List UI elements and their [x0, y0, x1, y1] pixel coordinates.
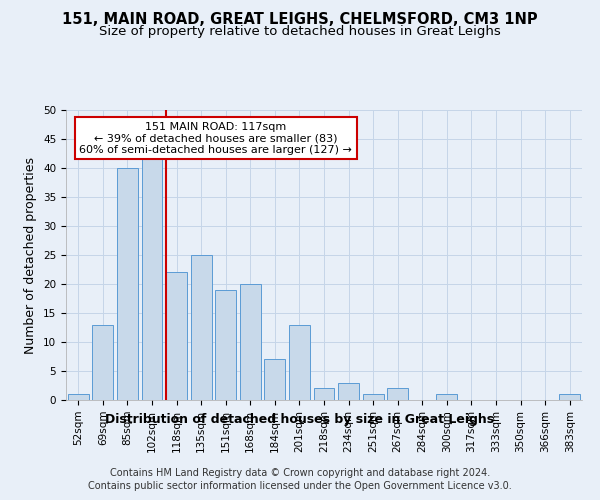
Bar — [314, 388, 334, 400]
Text: 151, MAIN ROAD, GREAT LEIGHS, CHELMSFORD, CM3 1NP: 151, MAIN ROAD, GREAT LEIGHS, CHELMSFORD… — [62, 12, 538, 28]
Bar — [289, 324, 310, 400]
Bar — [215, 290, 236, 400]
Bar — [240, 284, 261, 400]
Text: Contains HM Land Registry data © Crown copyright and database right 2024.: Contains HM Land Registry data © Crown c… — [110, 468, 490, 477]
Bar — [117, 168, 138, 400]
Bar — [142, 156, 163, 400]
Bar — [265, 360, 286, 400]
Bar — [166, 272, 187, 400]
Bar — [436, 394, 457, 400]
Bar — [338, 382, 359, 400]
Text: Distribution of detached houses by size in Great Leighs: Distribution of detached houses by size … — [106, 412, 494, 426]
Bar — [68, 394, 89, 400]
Bar — [387, 388, 408, 400]
Bar — [362, 394, 383, 400]
Bar — [92, 324, 113, 400]
Bar — [559, 394, 580, 400]
Bar — [191, 255, 212, 400]
Text: Contains public sector information licensed under the Open Government Licence v3: Contains public sector information licen… — [88, 481, 512, 491]
Y-axis label: Number of detached properties: Number of detached properties — [25, 156, 37, 354]
Text: 151 MAIN ROAD: 117sqm  
← 39% of detached houses are smaller (83)
60% of semi-de: 151 MAIN ROAD: 117sqm ← 39% of detached … — [79, 122, 352, 155]
Text: Size of property relative to detached houses in Great Leighs: Size of property relative to detached ho… — [99, 25, 501, 38]
